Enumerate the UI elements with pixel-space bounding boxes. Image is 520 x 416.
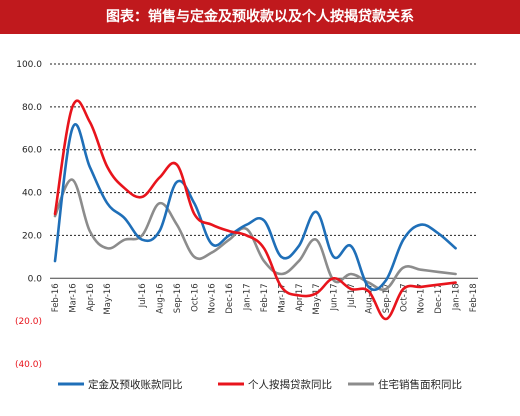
- y-axis-ticks: 100.0 80.0 60.0 40.0 20.0 0.0 (20.0) (40.0): [15, 60, 42, 370]
- x-tick-label: Apr-17: [295, 283, 305, 311]
- x-tick-label: Oct-17: [399, 283, 409, 312]
- y-tick-label: 60.0: [22, 146, 42, 156]
- x-tick-label: Mar-17: [277, 283, 287, 312]
- legend-label: 住宅销售面积同比: [378, 378, 462, 391]
- x-tick-label: Jun-17: [330, 283, 340, 311]
- series-line-3: [53, 178, 457, 291]
- line-chart: 100.0 80.0 60.0 40.0 20.0 0.0 (20.0) (40.0) Feb…: [15, 60, 479, 391]
- series-lines: [53, 99, 457, 321]
- x-tick-label: Apr-16: [86, 283, 96, 311]
- x-tick-label: Oct-16: [190, 283, 200, 312]
- y-tick-label: 80.0: [22, 103, 42, 113]
- x-tick-label: Feb-16: [51, 283, 61, 312]
- legend: 定金及预收账款同比 个人按揭贷款同比 住宅销售面积同比: [58, 378, 462, 391]
- x-tick-label: Jan-17: [243, 283, 253, 311]
- y-tick-label: 20.0: [22, 231, 42, 241]
- y-tick-label: 40.0: [22, 189, 42, 199]
- y-tick-label: (40.0): [15, 360, 42, 370]
- x-tick-label: Jul-17: [347, 283, 357, 308]
- x-tick-label: Aug-17: [365, 283, 375, 313]
- x-tick-label: Aug-16: [156, 283, 166, 313]
- y-tick-label: 100.0: [16, 60, 42, 70]
- x-tick-label: Jan-18: [452, 283, 462, 311]
- y-tick-label: (20.0): [15, 317, 42, 327]
- x-tick-label: Dec-16: [225, 283, 235, 313]
- series-line-1: [53, 123, 457, 292]
- x-tick-label: Nov-17: [417, 283, 427, 313]
- legend-label: 个人按揭贷款同比: [248, 378, 332, 391]
- chart-title: 图表：销售与定金及预收款以及个人按揭贷款关系: [0, 0, 520, 34]
- x-axis-ticks: Feb-16 Mar-16 Apr-16 May-16 Jul-16 Aug-16 Sep-…: [51, 283, 479, 314]
- x-tick-label: May-16: [103, 283, 113, 314]
- x-tick-label: Feb-18: [469, 283, 479, 312]
- x-tick-label: Dec-17: [434, 283, 444, 313]
- x-tick-label: Jul-16: [138, 283, 148, 308]
- x-tick-label: Sep-17: [382, 283, 392, 313]
- legend-label: 定金及预收账款同比: [88, 378, 183, 391]
- y-tick-label: 0.0: [28, 274, 43, 284]
- x-tick-label: Mar-16: [68, 283, 78, 312]
- x-tick-label: Sep-16: [173, 283, 183, 313]
- series-line-2: [53, 99, 457, 321]
- x-tick-label: Nov-16: [208, 283, 218, 313]
- x-tick-label: May-17: [312, 283, 322, 314]
- x-tick-label: Feb-17: [260, 283, 270, 312]
